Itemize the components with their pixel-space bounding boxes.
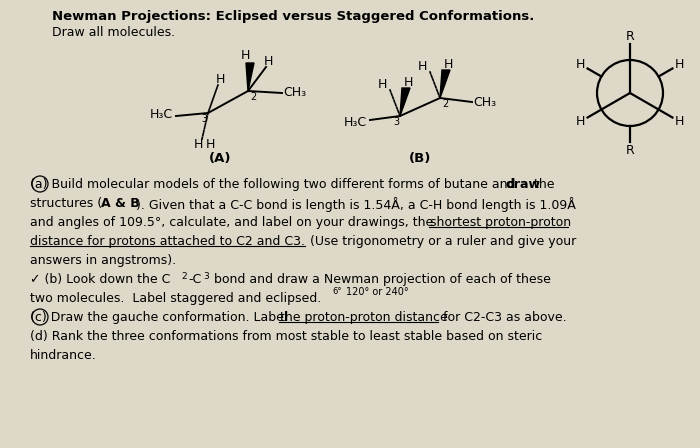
Text: the proton-proton distance: the proton-proton distance bbox=[280, 311, 448, 324]
Text: 2: 2 bbox=[442, 99, 448, 109]
Text: H: H bbox=[675, 58, 684, 71]
Text: bond and draw a Newman projection of each of these: bond and draw a Newman projection of eac… bbox=[210, 273, 551, 286]
Text: 120° or 240°: 120° or 240° bbox=[346, 287, 409, 297]
Text: R: R bbox=[626, 143, 634, 156]
Text: H₃C: H₃C bbox=[344, 116, 367, 129]
Polygon shape bbox=[440, 70, 450, 98]
Text: CH₃: CH₃ bbox=[473, 96, 496, 109]
Text: for C2-C3 as above.: for C2-C3 as above. bbox=[439, 311, 566, 324]
Text: H: H bbox=[216, 73, 225, 86]
Text: H: H bbox=[675, 115, 684, 128]
Text: draw: draw bbox=[505, 178, 540, 191]
Text: (a) Build molecular models of the following two different forms of butane and: (a) Build molecular models of the follow… bbox=[30, 178, 519, 191]
Text: 2: 2 bbox=[181, 272, 187, 281]
Text: H: H bbox=[417, 60, 427, 73]
Text: H: H bbox=[443, 58, 453, 71]
Text: H: H bbox=[240, 49, 250, 62]
Text: H: H bbox=[576, 115, 585, 128]
Text: 2: 2 bbox=[250, 92, 256, 102]
Text: ). Given that a C-C bond is length is 1.54Å, a C-H bond length is 1.09Å: ). Given that a C-C bond is length is 1.… bbox=[136, 197, 576, 212]
Text: and angles of 109.5°, calculate, and label on your drawings, the: and angles of 109.5°, calculate, and lab… bbox=[30, 216, 438, 229]
Text: A & B: A & B bbox=[101, 197, 140, 210]
Text: (c) Draw the gauche conformation. Label: (c) Draw the gauche conformation. Label bbox=[30, 311, 291, 324]
Text: H: H bbox=[403, 76, 413, 89]
Text: 3: 3 bbox=[201, 114, 207, 124]
Text: two molecules.  Label staggered and eclipsed.: two molecules. Label staggered and eclip… bbox=[30, 292, 321, 305]
Text: (d) Rank the three conformations from most stable to least stable based on steri: (d) Rank the three conformations from mo… bbox=[30, 330, 542, 343]
Text: H: H bbox=[576, 58, 585, 71]
Text: Newman Projections: Eclipsed versus Staggered Conformations.: Newman Projections: Eclipsed versus Stag… bbox=[52, 10, 534, 23]
Text: distance for protons attached to C2 and C3.: distance for protons attached to C2 and … bbox=[30, 235, 305, 248]
Polygon shape bbox=[400, 88, 410, 116]
Text: ✓ (b) Look down the C: ✓ (b) Look down the C bbox=[30, 273, 170, 286]
Text: H₃C: H₃C bbox=[150, 108, 173, 121]
Text: hindrance.: hindrance. bbox=[30, 349, 97, 362]
Text: 3: 3 bbox=[393, 117, 399, 127]
Text: (A): (A) bbox=[209, 152, 231, 165]
Text: H: H bbox=[377, 78, 386, 91]
Text: H: H bbox=[206, 138, 216, 151]
Text: 3: 3 bbox=[203, 272, 209, 281]
Text: H: H bbox=[264, 55, 274, 68]
Text: shortest proton-proton: shortest proton-proton bbox=[430, 216, 571, 229]
Text: R: R bbox=[626, 30, 634, 43]
Text: structures (: structures ( bbox=[30, 197, 102, 210]
Text: (Use trigonometry or a ruler and give your: (Use trigonometry or a ruler and give yo… bbox=[306, 235, 576, 248]
Text: H: H bbox=[194, 138, 204, 151]
Text: the: the bbox=[530, 178, 554, 191]
Text: CH₃: CH₃ bbox=[283, 86, 306, 99]
Text: (B): (B) bbox=[409, 152, 431, 165]
Text: 6°: 6° bbox=[332, 287, 342, 296]
Text: answers in angstroms).: answers in angstroms). bbox=[30, 254, 176, 267]
Text: -C: -C bbox=[188, 273, 202, 286]
Text: Draw all molecules.: Draw all molecules. bbox=[52, 26, 175, 39]
Polygon shape bbox=[246, 63, 254, 91]
